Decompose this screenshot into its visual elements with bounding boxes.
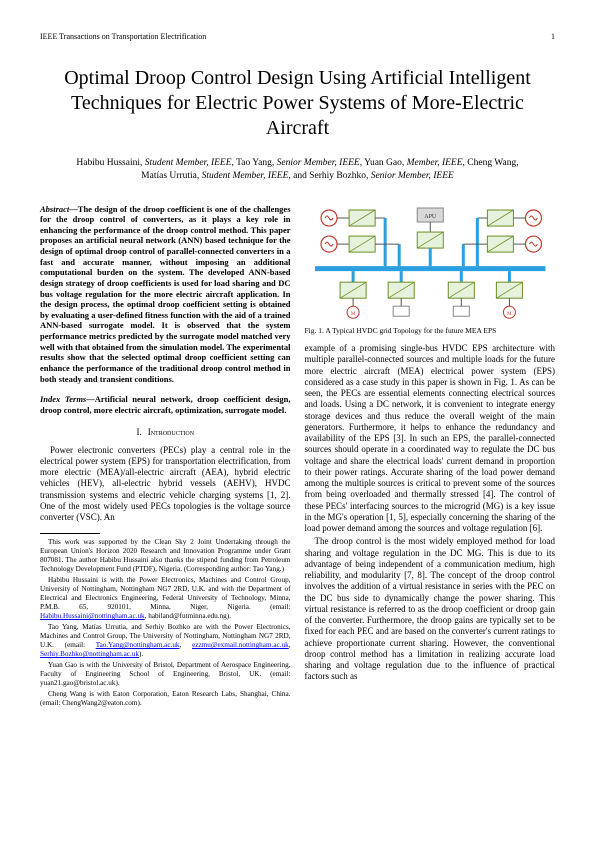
svg-text:M: M (350, 312, 355, 317)
section-heading-intro: I. Introduction (40, 427, 291, 438)
author-seg: , Tao Yang, (232, 158, 277, 168)
hvdc-topology-diagram: APU M (305, 204, 556, 322)
footnote-text: , (289, 641, 291, 649)
email-link[interactable]: Habibu.Hussaini@nottingham.ac.uk (40, 612, 145, 620)
figure-1: APU M (305, 204, 556, 322)
abstract-label: Abstract— (40, 204, 78, 214)
footnote: Cheng Wang is with Eaton Corporation, Ea… (40, 690, 291, 708)
svg-text:APU: APU (424, 214, 437, 220)
author-role: Senior Member, IEEE (277, 158, 360, 168)
right-column: APU M (305, 204, 556, 711)
footnote: Tao Yang, Matías Urrutia, and Serhiy Boz… (40, 623, 291, 659)
author-role: Member, IEEE (407, 158, 463, 168)
footnote-text: ). (139, 650, 143, 658)
footnote: Yuan Gao is with the University of Brist… (40, 661, 291, 688)
footnote-text: , (180, 641, 193, 649)
author-role: Student Member, IEEE (202, 171, 289, 181)
body-paragraph: example of a promising single-bus HVDC E… (305, 343, 556, 534)
journal-name: IEEE Transactions on Transportation Elec… (40, 32, 206, 42)
two-column-body: Abstract—The design of the droop coeffic… (40, 204, 555, 711)
svg-text:M: M (507, 312, 512, 317)
section-number: I. (136, 427, 141, 437)
email-link[interactable]: Serhiy.Bozhko@nottingham.ac.uk (40, 650, 139, 658)
index-label: Index Terms— (40, 394, 95, 404)
author-list: Habibu Hussaini, Student Member, IEEE, T… (70, 157, 525, 184)
section-title: Introduction (148, 427, 194, 437)
running-header: IEEE Transactions on Transportation Elec… (40, 32, 555, 42)
footnote: Habibu Hussaini is with the Power Electr… (40, 576, 291, 621)
body-paragraph: The droop control is the most widely emp… (305, 536, 556, 682)
footnote-text: , habiland@futminna.edu.ng). (145, 612, 231, 620)
figure-caption: Fig. 1. A Typical HVDC grid Topology for… (305, 326, 556, 335)
author-seg: , and Serhiy Bozhko, (288, 171, 370, 181)
author-seg: , Yuan Gao, (360, 158, 407, 168)
left-column: Abstract—The design of the droop coeffic… (40, 204, 291, 711)
footnote-text: Habibu Hussaini is with the Power Electr… (40, 576, 291, 611)
footnote-rule (40, 533, 100, 534)
index-terms: Index Terms—Artificial neural network, d… (40, 394, 291, 415)
email-link[interactable]: ezzmu@exmail.nottingham.ac.uk (192, 641, 289, 649)
author-role: Student Member, IEEE (145, 158, 232, 168)
intro-paragraph: Power electronic converters (PECs) play … (40, 445, 291, 524)
abstract-text: The design of the droop coefficient is o… (40, 204, 291, 384)
paper-title: Optimal Droop Control Design Using Artif… (50, 66, 545, 141)
email-link[interactable]: Tao.Yang@nottingham.ac.uk (96, 641, 180, 649)
author-seg: Habibu Hussaini, (76, 158, 144, 168)
page-number: 1 (551, 32, 555, 42)
author-role: Senior Member, IEEE (371, 171, 454, 181)
footnote: This work was supported by the Clean Sky… (40, 538, 291, 574)
abstract: Abstract—The design of the droop coeffic… (40, 204, 291, 385)
